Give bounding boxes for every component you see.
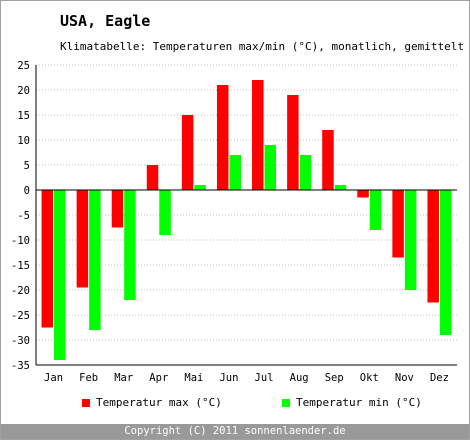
bar-min: [369, 190, 382, 230]
bar-max: [216, 85, 229, 190]
bar-max: [287, 95, 299, 190]
chart-title: USA, Eagle: [60, 12, 151, 30]
x-tick-label: Okt: [360, 372, 379, 384]
bar-max: [41, 190, 54, 328]
x-tick-label: Aug: [290, 372, 309, 384]
legend-swatch-min: [282, 398, 290, 407]
x-tick-label: Sep: [325, 372, 344, 384]
x-tick-label: Apr: [149, 372, 168, 384]
bar-min: [404, 190, 417, 290]
bar-min: [159, 190, 171, 235]
bar-max: [181, 115, 194, 190]
x-tick-label: Dez: [430, 372, 449, 384]
x-tick-label: Nov: [395, 372, 414, 384]
y-tick-label: -5: [17, 210, 30, 222]
bar-min: [299, 155, 312, 190]
bar-max: [392, 190, 404, 258]
y-tick-label: -15: [11, 260, 30, 272]
y-tick-label: 15: [17, 110, 30, 122]
y-tick-label: -35: [11, 360, 30, 372]
legend-swatch-max: [82, 398, 90, 407]
x-tick-label: Jan: [44, 372, 63, 384]
y-tick-label: -10: [11, 235, 30, 247]
bar-min: [54, 190, 66, 360]
bar-max: [146, 165, 159, 190]
bar-min: [124, 190, 136, 300]
x-tick-label: Jun: [219, 372, 238, 384]
y-tick-label: -30: [11, 335, 30, 347]
bar-min: [439, 190, 452, 335]
bar-max: [252, 80, 264, 190]
legend-label-min: Temperatur min (°C): [296, 396, 422, 409]
legend-label-max: Temperatur max (°C): [96, 396, 222, 409]
bar-min: [89, 190, 101, 330]
x-tick-label: Jul: [255, 372, 274, 384]
x-tick-label: Mar: [114, 372, 133, 384]
bar-max: [357, 190, 369, 198]
x-tick-label: Feb: [79, 372, 98, 384]
bar-min: [229, 155, 241, 190]
bar-max: [111, 190, 124, 228]
y-tick-label: 5: [24, 160, 30, 172]
x-tick-label: Mai: [184, 372, 203, 384]
y-tick-label: 25: [17, 60, 30, 72]
y-tick-label: -25: [11, 310, 30, 322]
bar-min: [264, 145, 277, 190]
bar-max: [427, 190, 439, 303]
y-tick-label: 10: [17, 135, 30, 147]
bar-max: [76, 190, 89, 288]
copyright-footer: Copyright (C) 2011 sonnenlaender.de: [1, 424, 469, 439]
y-tick-label: -20: [11, 285, 30, 297]
bar-max: [322, 130, 334, 190]
bar-min: [334, 185, 347, 190]
y-tick-label: 20: [17, 85, 30, 97]
legend-item-min: Temperatur min (°C): [282, 396, 422, 409]
y-tick-label: 0: [24, 185, 30, 197]
bar-min: [194, 185, 206, 190]
chart-subtitle: Klimatabelle: Temperaturen max/min (°C),…: [60, 40, 464, 53]
legend-item-max: Temperatur max (°C): [82, 396, 222, 409]
